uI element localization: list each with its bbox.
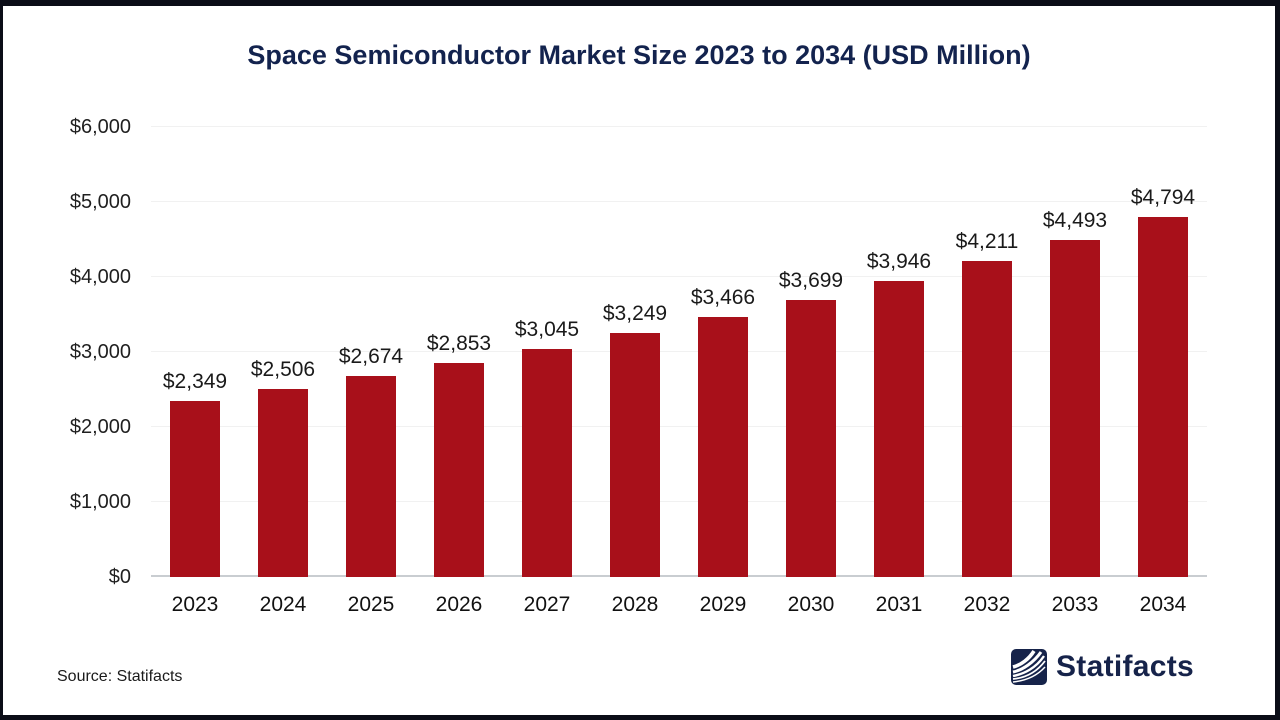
bar-2023 xyxy=(170,400,220,577)
bar-value-label: $4,493 xyxy=(1042,209,1108,233)
bar-value-label: $3,249 xyxy=(602,302,668,326)
y-tick-label: $1,000 xyxy=(69,491,131,514)
gridline xyxy=(151,276,1207,278)
bar-column-2026: $2,853 2026 xyxy=(415,127,503,616)
bar-column-2030: $3,699 2030 xyxy=(767,127,855,616)
bar-column-2033: $4,493 2033 xyxy=(1031,127,1119,616)
bar-column-2032: $4,211 2032 xyxy=(943,127,1031,616)
bar-2031 xyxy=(874,281,924,577)
x-tick-label: 2026 xyxy=(435,593,483,616)
bar-2030 xyxy=(786,299,836,577)
x-tick-label: 2025 xyxy=(347,593,395,616)
x-axis-line xyxy=(151,575,1207,577)
source-note: Source: Statifacts xyxy=(57,668,183,685)
chart-title: Space Semiconductor Market Size 2023 to … xyxy=(247,40,1031,70)
x-tick-label: 2032 xyxy=(963,593,1011,616)
x-tick-label: 2027 xyxy=(523,593,571,616)
bar-2028 xyxy=(610,333,660,577)
bar-value-label: $4,211 xyxy=(955,230,1019,254)
bar-value-label: $2,674 xyxy=(338,345,404,369)
x-tick-label: 2034 xyxy=(1139,593,1187,616)
bar-2032 xyxy=(962,261,1012,577)
y-tick-label: $5,000 xyxy=(69,191,131,213)
gridline xyxy=(151,501,1207,503)
y-tick-label: $4,000 xyxy=(69,266,131,289)
bar-value-label: $2,506 xyxy=(250,358,316,382)
brand-footer: Statifacts xyxy=(1011,649,1194,685)
bar-value-label: $4,794 xyxy=(1130,186,1196,210)
bar-2024 xyxy=(258,389,308,577)
bar-value-label: $2,349 xyxy=(162,369,228,393)
bar-2027 xyxy=(522,348,572,577)
y-axis: $0 $1,000 $2,000 $3,000 $4,000 $5,000 $6,000 xyxy=(3,116,131,588)
x-tick-label: 2031 xyxy=(875,593,923,616)
bar-2029 xyxy=(698,317,748,577)
gridline xyxy=(151,201,1207,202)
bar-2026 xyxy=(434,363,484,577)
brand-name: Statifacts xyxy=(1056,650,1195,683)
bar-column-2031: $3,946 2031 xyxy=(855,127,943,616)
bar-column-2034: $4,794 2034 xyxy=(1119,127,1207,616)
x-tick-label: 2023 xyxy=(171,593,219,616)
gridline xyxy=(151,126,1207,127)
y-tick-label: $3,000 xyxy=(69,341,131,363)
gridline xyxy=(151,351,1207,352)
bar-column-2023: $2,349 2023 xyxy=(151,127,239,616)
bar-value-label: $3,466 xyxy=(690,286,756,310)
bar-column-2028: $3,249 2028 xyxy=(591,127,679,616)
y-tick-label: $2,000 xyxy=(69,416,131,439)
x-tick-label: 2024 xyxy=(259,593,307,616)
y-tick-label: $0 xyxy=(108,566,131,588)
bar-column-2029: $3,466 2029 xyxy=(679,127,767,616)
plot-area: $2,349 2023 $2,506 2024 $2,674 2025 $2,853 2026… xyxy=(151,126,1207,616)
bar-value-label: $3,699 xyxy=(778,268,844,292)
bar-2025 xyxy=(346,376,396,577)
x-tick-label: 2029 xyxy=(699,593,747,616)
x-tick-label: 2028 xyxy=(611,593,659,616)
bar-column-2025: $2,674 2025 xyxy=(327,127,415,616)
bar-2033 xyxy=(1050,240,1100,577)
bar-value-label: $3,946 xyxy=(866,250,932,274)
statifacts-logo-icon xyxy=(1011,649,1047,685)
bar-2034 xyxy=(1138,217,1188,577)
bars-container: $2,349 2023 $2,506 2024 $2,674 2025 $2,853 2026… xyxy=(151,127,1207,616)
bar-column-2024: $2,506 2024 xyxy=(239,127,327,616)
bar-value-label: $3,045 xyxy=(514,317,580,341)
bar-column-2027: $3,045 2027 xyxy=(503,127,591,616)
gridline xyxy=(151,426,1207,428)
bar-value-label: $2,853 xyxy=(426,332,492,356)
x-tick-label: 2030 xyxy=(787,593,835,616)
x-tick-label: 2033 xyxy=(1051,593,1099,616)
y-tick-label: $6,000 xyxy=(69,116,131,138)
